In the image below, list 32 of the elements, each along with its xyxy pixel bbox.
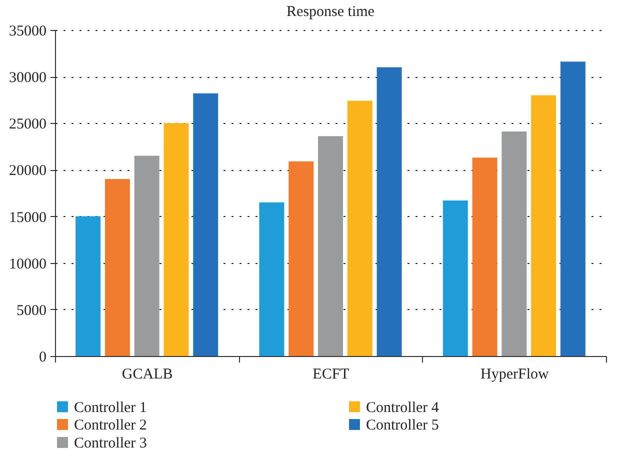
bar [347,100,372,356]
legend-label: Controller 4 [366,400,440,416]
y-tick-label: 5000 [16,302,46,319]
bar [193,93,218,356]
legend-label: Controller 1 [74,400,147,416]
bar [134,156,160,356]
bar [104,179,130,356]
y-tick-label: 15000 [9,210,46,226]
y-tick-label: 25000 [9,116,46,133]
bar [376,67,402,356]
y-tick-label: 35000 [9,24,46,40]
legend-label: Controller 3 [74,436,147,452]
y-tick-label: 10000 [9,256,46,272]
chart-title: Response time [286,4,375,20]
bar [502,132,527,356]
x-tick-label: HyperFlow [480,366,549,382]
bar [560,62,586,356]
y-tick-label: 20000 [9,163,46,180]
bar [259,202,284,356]
x-tick-label: GCALB [122,366,173,382]
bar [288,161,314,356]
y-tick-label: 30000 [9,70,46,86]
x-tick-label: ECFT [312,366,350,382]
bar [472,158,498,356]
bar [531,95,556,356]
y-tick-label: 0 [39,350,46,366]
legend-label: Controller 5 [366,418,439,434]
legend-label: Controller 2 [74,418,147,434]
bar [442,200,468,356]
bar [164,123,189,356]
bar [76,216,101,356]
bar [318,136,343,356]
